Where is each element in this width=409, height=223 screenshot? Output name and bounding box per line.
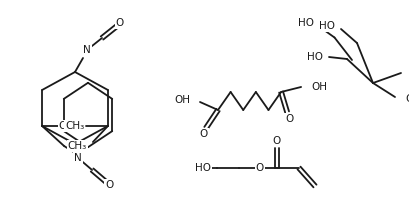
- Text: CH₃: CH₃: [67, 141, 87, 151]
- Text: OH: OH: [310, 82, 326, 92]
- Text: HO: HO: [318, 21, 334, 31]
- Text: N: N: [74, 153, 82, 163]
- Text: O: O: [272, 136, 281, 146]
- Text: O: O: [200, 129, 208, 139]
- Text: N: N: [83, 45, 91, 55]
- Text: HO: HO: [306, 52, 322, 62]
- Text: CH₃: CH₃: [65, 121, 84, 131]
- Text: CH₃: CH₃: [404, 94, 409, 104]
- Text: O: O: [284, 114, 292, 124]
- Text: CH₃: CH₃: [58, 121, 78, 131]
- Text: OH: OH: [173, 95, 189, 105]
- Text: HO: HO: [298, 19, 314, 29]
- Text: HO: HO: [195, 163, 211, 173]
- Text: O: O: [105, 180, 113, 190]
- Text: O: O: [116, 18, 124, 28]
- Text: O: O: [255, 163, 263, 173]
